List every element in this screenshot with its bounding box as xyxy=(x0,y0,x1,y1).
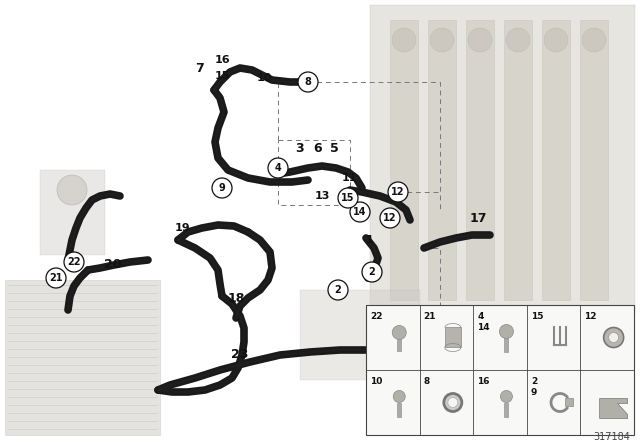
Circle shape xyxy=(388,182,408,202)
Text: 3: 3 xyxy=(294,142,303,155)
Bar xyxy=(390,20,418,300)
Bar xyxy=(397,340,401,352)
Text: 16: 16 xyxy=(214,55,230,65)
Circle shape xyxy=(380,208,400,228)
Bar xyxy=(565,399,573,406)
Bar xyxy=(428,20,456,300)
Circle shape xyxy=(268,158,288,178)
Bar xyxy=(580,20,608,300)
Circle shape xyxy=(499,324,513,339)
Text: 22: 22 xyxy=(67,257,81,267)
Text: 10: 10 xyxy=(256,73,272,83)
Text: 10: 10 xyxy=(370,377,382,386)
Text: 2: 2 xyxy=(369,267,376,277)
Bar xyxy=(397,404,401,418)
Text: 6: 6 xyxy=(314,142,323,155)
Circle shape xyxy=(500,391,513,402)
Text: 17: 17 xyxy=(469,211,487,224)
Text: 18: 18 xyxy=(227,292,244,305)
Circle shape xyxy=(430,28,454,52)
Text: 12: 12 xyxy=(584,312,597,321)
Text: 7: 7 xyxy=(196,61,204,74)
Text: 13: 13 xyxy=(314,191,330,201)
Circle shape xyxy=(362,262,382,282)
Bar xyxy=(370,5,635,315)
Text: 14: 14 xyxy=(477,323,490,332)
Text: 21: 21 xyxy=(424,312,436,321)
Bar xyxy=(300,290,420,380)
Text: 15: 15 xyxy=(341,193,355,203)
Circle shape xyxy=(448,397,458,408)
Text: 23: 23 xyxy=(231,349,249,362)
Text: 15: 15 xyxy=(531,312,543,321)
Circle shape xyxy=(350,202,370,222)
Text: 20: 20 xyxy=(104,258,122,271)
Circle shape xyxy=(604,327,623,348)
Text: 19: 19 xyxy=(174,223,190,233)
Circle shape xyxy=(328,280,348,300)
Bar xyxy=(542,20,570,300)
Circle shape xyxy=(444,393,462,412)
Text: 14: 14 xyxy=(353,207,367,217)
Bar xyxy=(445,327,461,348)
Circle shape xyxy=(582,28,606,52)
Text: 11: 11 xyxy=(341,173,356,183)
Text: 1: 1 xyxy=(366,235,374,245)
Text: 4: 4 xyxy=(275,163,282,173)
Text: 16: 16 xyxy=(477,377,490,386)
Circle shape xyxy=(609,332,619,343)
Circle shape xyxy=(64,252,84,272)
Bar xyxy=(466,20,494,300)
Circle shape xyxy=(506,28,530,52)
Bar xyxy=(40,170,105,255)
Text: 8: 8 xyxy=(305,77,312,87)
Circle shape xyxy=(298,72,318,92)
Text: 22: 22 xyxy=(370,312,383,321)
Text: 12: 12 xyxy=(391,187,404,197)
Circle shape xyxy=(338,188,358,208)
Circle shape xyxy=(57,175,87,205)
Text: 9: 9 xyxy=(531,388,537,397)
Circle shape xyxy=(392,28,416,52)
Text: 12: 12 xyxy=(383,213,397,223)
Text: 2: 2 xyxy=(531,377,537,386)
Circle shape xyxy=(392,326,406,340)
Bar xyxy=(504,20,532,300)
Circle shape xyxy=(46,268,66,288)
Bar xyxy=(366,305,634,435)
Circle shape xyxy=(544,28,568,52)
Bar xyxy=(504,339,508,353)
Polygon shape xyxy=(600,399,628,418)
Text: 9: 9 xyxy=(219,183,225,193)
Bar xyxy=(504,404,508,418)
Circle shape xyxy=(212,178,232,198)
Circle shape xyxy=(393,391,405,402)
Text: 317184: 317184 xyxy=(593,432,630,442)
Text: 15: 15 xyxy=(214,71,230,81)
Text: 5: 5 xyxy=(330,142,339,155)
Text: 2: 2 xyxy=(335,285,341,295)
Text: 4: 4 xyxy=(477,312,484,321)
Text: 21: 21 xyxy=(49,273,63,283)
Text: 8: 8 xyxy=(424,377,430,386)
Bar xyxy=(5,280,160,435)
Circle shape xyxy=(468,28,492,52)
